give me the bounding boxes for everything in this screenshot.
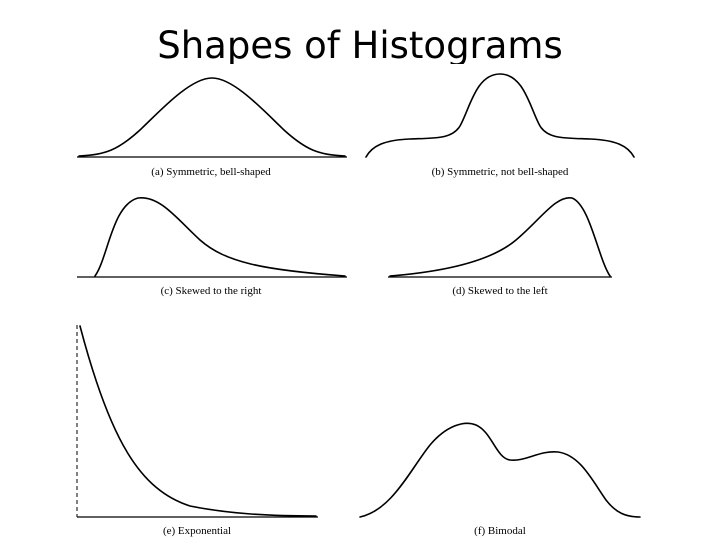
- panel-skewed-left: (d) Skewed to the left: [388, 197, 612, 297]
- panel-e-curve: [79, 325, 317, 517]
- panel-b-curve: [365, 73, 635, 158]
- panel-e-caption: (e) Exponential: [163, 525, 231, 537]
- panel-f-curve: [359, 422, 641, 518]
- panel-a-curve: [78, 77, 346, 157]
- panel-symmetric-not-bell-shaped: (b) Symmetric, not bell-shaped: [365, 73, 635, 178]
- panel-d-curve: [389, 197, 611, 277]
- panel-b-caption: (b) Symmetric, not bell-shaped: [432, 166, 569, 178]
- panel-f-caption: (f) Bimodal: [474, 525, 526, 537]
- panel-a-caption: (a) Symmetric, bell-shaped: [151, 166, 271, 178]
- panel-c-curve: [94, 197, 346, 277]
- panel-c-caption: (c) Skewed to the right: [161, 285, 262, 297]
- panel-symmetric-bell-shaped: (a) Symmetric, bell-shaped: [77, 77, 347, 178]
- panel-exponential: (e) Exponential: [76, 325, 318, 537]
- panel-bimodal: (f) Bimodal: [359, 422, 641, 537]
- panel-d-caption: (d) Skewed to the left: [452, 285, 547, 297]
- slide-title: Shapes of Histograms: [157, 24, 563, 64]
- panel-skewed-right: (c) Skewed to the right: [77, 197, 347, 297]
